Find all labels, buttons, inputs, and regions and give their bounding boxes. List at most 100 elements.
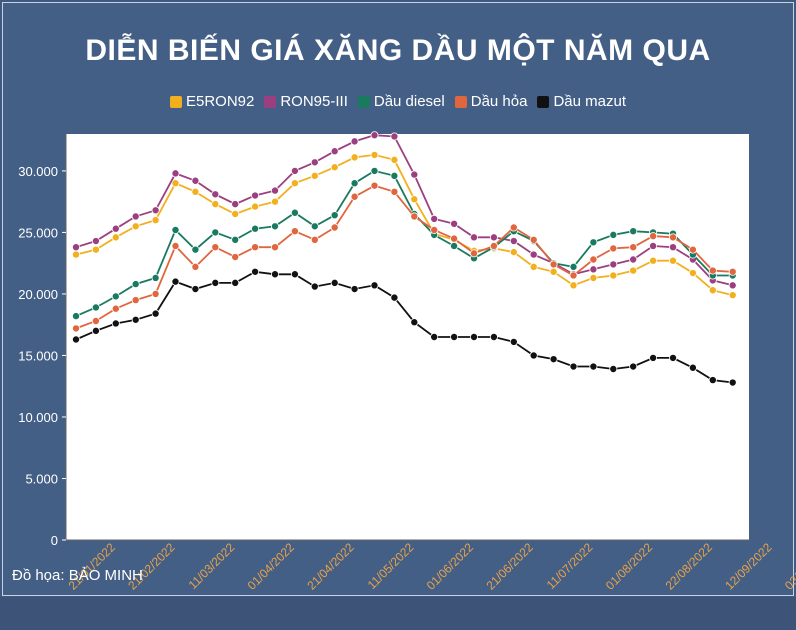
legend-label: Dầu hỏa xyxy=(470,93,528,110)
data-point-1-15 xyxy=(370,131,379,140)
data-point-0-5 xyxy=(171,179,180,188)
series-line-1 xyxy=(75,134,733,287)
data-point-4-10 xyxy=(270,270,279,279)
legend-swatch xyxy=(169,95,182,108)
x-tick-label: 21/04/2022 xyxy=(304,540,357,593)
data-point-4-30 xyxy=(669,353,678,362)
data-point-0-28 xyxy=(629,266,638,275)
data-point-0-15 xyxy=(370,150,379,159)
data-point-3-20 xyxy=(469,249,478,258)
data-point-3-18 xyxy=(430,225,439,234)
data-point-1-29 xyxy=(649,241,658,250)
data-point-0-32 xyxy=(708,286,717,295)
credit-text: Đồ họa: BẢO MINH xyxy=(12,567,143,584)
bottom-band xyxy=(0,597,796,630)
data-point-2-11 xyxy=(290,208,299,217)
data-point-0-16 xyxy=(390,155,399,164)
data-point-2-26 xyxy=(589,238,598,247)
data-point-3-12 xyxy=(310,235,319,244)
data-point-2-9 xyxy=(251,224,260,233)
y-tick-label: 0 xyxy=(51,533,58,548)
data-point-3-29 xyxy=(649,232,658,241)
data-point-0-17 xyxy=(410,195,419,204)
data-point-3-7 xyxy=(211,243,220,252)
data-point-4-9 xyxy=(251,267,260,276)
x-tick-label: 11/03/2022 xyxy=(186,540,238,592)
legend-label: RON95-III xyxy=(280,93,348,110)
data-point-3-25 xyxy=(569,271,578,280)
legend-item-2: Dầu diesel xyxy=(357,93,445,110)
series-line-3 xyxy=(75,184,733,330)
data-point-0-0 xyxy=(72,250,81,259)
data-point-2-10 xyxy=(270,222,279,231)
data-point-3-11 xyxy=(290,227,299,236)
data-point-2-1 xyxy=(91,303,100,312)
data-point-3-3 xyxy=(131,296,140,305)
data-point-3-14 xyxy=(350,192,359,201)
data-point-1-8 xyxy=(231,200,240,209)
data-point-4-13 xyxy=(330,278,339,287)
data-point-4-20 xyxy=(469,332,478,341)
data-point-3-8 xyxy=(231,253,240,262)
data-point-1-28 xyxy=(629,255,638,264)
data-point-0-24 xyxy=(549,267,558,276)
x-tick-label: 01/04/2022 xyxy=(245,540,298,593)
data-point-3-2 xyxy=(111,304,120,313)
data-point-1-16 xyxy=(390,132,399,141)
data-point-4-28 xyxy=(629,362,638,371)
data-point-0-2 xyxy=(111,233,120,242)
data-point-0-1 xyxy=(91,245,100,254)
data-point-1-21 xyxy=(489,233,498,242)
y-tick-label: 20.000 xyxy=(18,287,58,302)
data-point-3-16 xyxy=(390,187,399,196)
data-point-4-31 xyxy=(688,363,697,372)
data-point-3-31 xyxy=(688,245,697,254)
data-point-2-13 xyxy=(330,211,339,220)
data-point-2-14 xyxy=(350,179,359,188)
data-point-0-8 xyxy=(231,209,240,218)
data-point-4-29 xyxy=(649,353,658,362)
data-point-1-0 xyxy=(72,243,81,252)
x-tick-label: 11/05/2022 xyxy=(365,540,417,592)
data-point-4-3 xyxy=(131,315,140,324)
data-point-3-28 xyxy=(629,243,638,252)
data-point-2-0 xyxy=(72,312,81,321)
data-point-4-22 xyxy=(509,337,518,346)
x-tick-label: 11/07/2022 xyxy=(544,540,596,592)
data-point-2-25 xyxy=(569,262,578,271)
data-point-1-1 xyxy=(91,237,100,246)
data-point-2-15 xyxy=(370,166,379,175)
legend-swatch xyxy=(357,95,370,108)
data-point-0-27 xyxy=(609,271,618,280)
series-line-4 xyxy=(75,270,733,384)
data-point-3-32 xyxy=(708,266,717,275)
y-tick-label: 5.000 xyxy=(25,471,58,486)
data-point-0-10 xyxy=(270,197,279,206)
data-point-3-27 xyxy=(609,244,618,253)
data-point-4-17 xyxy=(410,318,419,327)
data-point-2-19 xyxy=(450,241,459,250)
data-point-2-4 xyxy=(151,273,160,282)
data-point-0-7 xyxy=(211,200,220,209)
y-tick-label: 25.000 xyxy=(18,225,58,240)
data-point-1-23 xyxy=(529,250,538,259)
data-point-0-14 xyxy=(350,153,359,162)
x-tick-label: 12/09/2022 xyxy=(722,540,775,593)
data-point-1-2 xyxy=(111,224,120,233)
data-point-0-22 xyxy=(509,248,518,257)
data-point-4-1 xyxy=(91,326,100,335)
data-point-0-4 xyxy=(151,216,160,225)
data-point-2-2 xyxy=(111,292,120,301)
data-point-0-31 xyxy=(688,269,697,278)
data-point-0-26 xyxy=(589,273,598,282)
data-point-1-17 xyxy=(410,170,419,179)
data-point-1-14 xyxy=(350,137,359,146)
legend: E5RON92 RON95-III Dầu diesel Dầu hỏa Dầu maz… xyxy=(0,93,796,110)
series-line-2 xyxy=(75,169,733,317)
data-point-1-10 xyxy=(270,186,279,195)
legend-label: Dầu diesel xyxy=(373,93,445,110)
data-point-0-33 xyxy=(728,291,737,300)
y-tick-label: 10.000 xyxy=(18,410,58,425)
data-point-4-2 xyxy=(111,319,120,328)
data-point-3-5 xyxy=(171,241,180,250)
